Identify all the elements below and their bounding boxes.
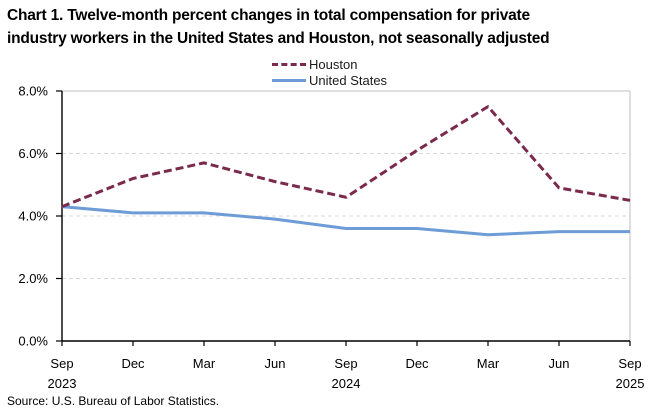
x-axis-year-label: 2025 [616,376,645,391]
x-axis-month-label: Sep [618,356,641,371]
y-axis-tick-label: 8.0% [18,84,48,99]
united-states-solid-line-icon [272,78,306,82]
chart-legend: Houston United States [272,56,387,88]
x-axis-month-label: Mar [477,356,500,371]
united-states-series-line [61,205,630,237]
chart-title: Chart 1. Twelve-month percent changes in… [7,4,667,50]
y-axis-tick-label: 2.0% [18,271,48,286]
legend-entry-united-states: United States [272,72,387,88]
y-axis-tick-label: 4.0% [18,209,48,224]
x-axis-month-label: Jun [265,356,286,371]
x-axis-month-label: Sep [334,356,357,371]
legend-entry-houston: Houston [272,56,387,72]
legend-label-united-states: United States [309,72,388,88]
x-axis-month-label: Sep [50,356,73,371]
chart-title-line-2: industry workers in the United States an… [7,30,550,47]
source-note: Source: U.S. Bureau of Labor Statistics. [7,394,220,408]
legend-label-houston: Houston [309,56,358,72]
y-axis-tick-label: 0.0% [18,334,48,349]
x-axis-year-label: 2024 [332,376,361,391]
x-axis-month-label: Dec [405,356,429,371]
x-axis-month-label: Jun [549,356,570,371]
x-axis-year-label: 2023 [48,376,77,391]
x-axis-month-label: Mar [193,356,216,371]
x-axis-month-label: Dec [121,356,145,371]
chart-title-line-1: Chart 1. Twelve-month percent changes in… [7,7,530,24]
y-axis-tick-label: 6.0% [18,146,48,161]
houston-series-line [61,105,631,209]
houston-dashed-line-icon [272,62,306,66]
